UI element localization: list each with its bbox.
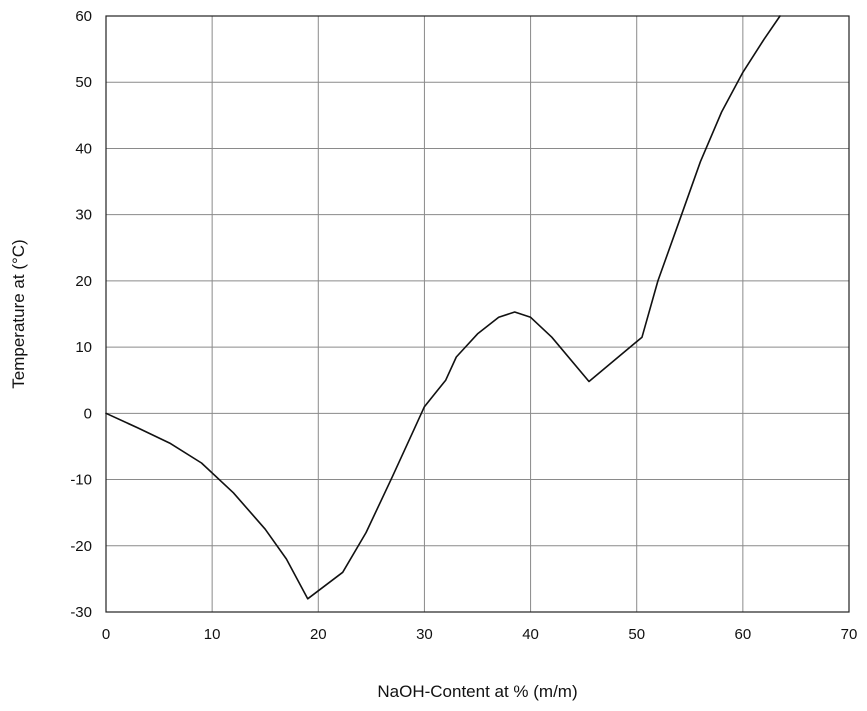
y-tick-label: -10 <box>70 472 92 489</box>
plot-frame <box>105 15 850 613</box>
axis-ticks: 0 10 20 30 40 50 60 70 -30 -20 -10 0 10 20 30 40 50 60 <box>70 8 857 643</box>
y-tick-label: 20 <box>75 273 92 290</box>
y-tick-label: 40 <box>75 140 92 157</box>
x-tick-label: 40 <box>522 626 539 643</box>
y-tick-label: -30 <box>70 604 92 621</box>
x-tick-label: 70 <box>841 626 858 643</box>
series-layer <box>105 15 781 600</box>
series-line <box>105 15 781 600</box>
x-tick-label: 50 <box>628 626 645 643</box>
y-tick-label: 0 <box>84 405 92 422</box>
x-tick-label: 0 <box>102 626 110 643</box>
y-tick-label: 60 <box>75 8 92 25</box>
x-tick-label: 60 <box>735 626 752 643</box>
x-axis-title: NaOH-Content at % (m/m) <box>377 682 577 701</box>
y-tick-label: 30 <box>75 207 92 224</box>
y-tick-label: -20 <box>70 538 92 555</box>
y-tick-label: 50 <box>75 74 92 91</box>
y-tick-label: 10 <box>75 339 92 356</box>
x-tick-label: 10 <box>204 626 221 643</box>
x-tick-label: 20 <box>310 626 327 643</box>
grid <box>106 16 849 612</box>
x-tick-label: 30 <box>416 626 433 643</box>
y-axis-title: Temperature at (°C) <box>9 239 28 388</box>
